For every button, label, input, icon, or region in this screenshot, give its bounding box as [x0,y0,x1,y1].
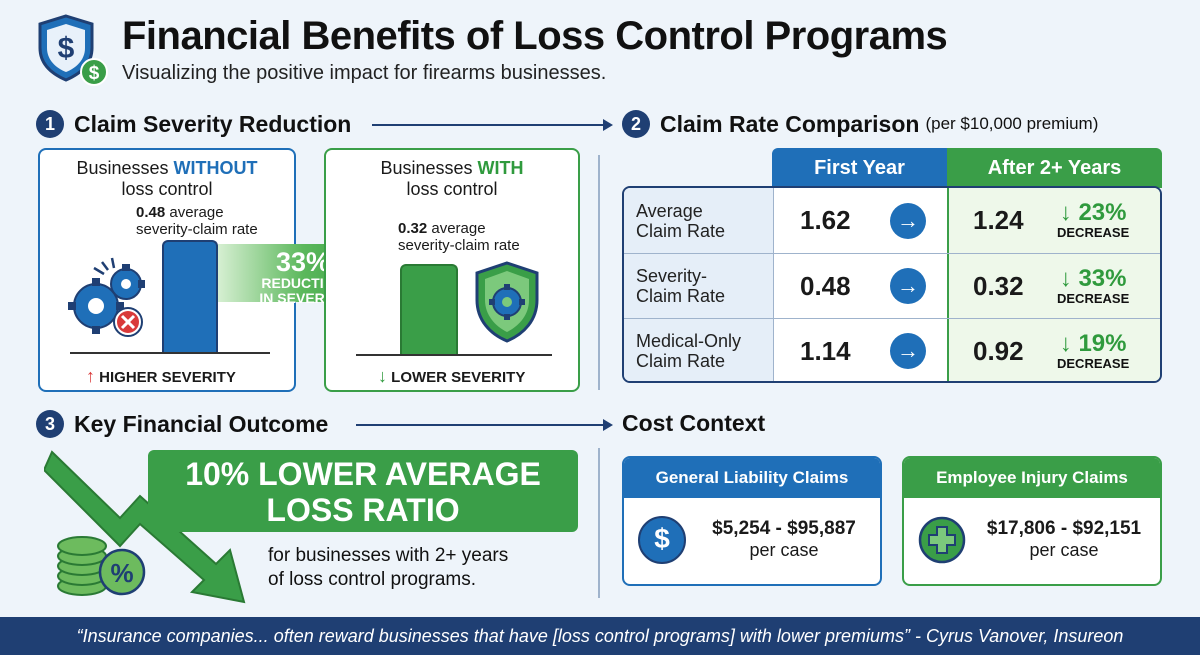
with-loss-control-panel: Businesses WITH loss control 0.32 averag… [324,148,580,392]
row-after: 1.24 ↓ 23% DECREASE [949,188,1160,253]
col-header-first-year: First Year [772,148,947,188]
shield-dollar-icon: $ $ [34,12,110,88]
col-after-label: After 2+ Years [987,157,1122,179]
down-arrow-icon: ↓ [378,366,387,386]
general-liability-range: $5,254 - $95,887 [712,518,856,539]
up-arrow-icon: ↑ [86,366,95,386]
with-heading-suffix: loss control [406,179,498,199]
without-value: 0.48 [136,204,166,221]
row-first-year: 1.14 → [774,319,949,381]
employee-injury-range: $17,806 - $92,151 [986,518,1142,539]
with-footer: ↓ LOWER SEVERITY [378,366,525,387]
outcome-banner: 10% LOWER AVERAGE LOSS RATIO [148,450,578,532]
row-first-year: 1.62 → [774,188,949,253]
without-heading-suffix: loss control [121,179,213,199]
row-label: Severity- Claim Rate [624,254,774,318]
col-header-after: After 2+ Years [947,148,1162,188]
section1-header: 1 Claim Severity Reduction [36,110,351,138]
down-arrow-icon: ↓ [1059,264,1072,292]
reduction-pct: 33% [275,247,331,277]
quote-footer: “Insurance companies... often reward bus… [0,617,1200,655]
section2-title-note: (per $10,000 premium) [925,114,1099,133]
with-heading-emphasis: WITH [477,158,524,178]
broken-gears-icon [64,254,154,346]
with-value-text2: severity-claim rate [398,237,520,254]
with-heading-prefix: Businesses [380,158,478,178]
down-arrow-icon: ↓ [1059,199,1072,226]
coins-percent-icon: % [52,520,148,600]
without-value-text2: severity-claim rate [136,221,258,238]
outcome-desc-line1: for businesses with 2+ years [268,545,509,566]
page-subtitle: Visualizing the positive impact for fire… [122,62,607,84]
without-bar [162,240,218,352]
with-baseline [356,354,552,356]
right-arrow-icon: → [890,202,926,239]
vertical-divider [598,155,600,390]
without-footer: ↑ HIGHER SEVERITY [86,366,236,387]
outcome-description: for businesses with 2+ years of loss con… [268,544,508,592]
col-first-label: First Year [814,157,905,179]
medical-cross-icon [918,516,966,564]
connector-line-2 [356,424,604,426]
row-after: 0.32 ↓ 33% DECREASE [949,254,1160,318]
with-bar [400,264,458,354]
section3-title: Key Financial Outcome [74,410,329,437]
without-heading-emphasis: WITHOUT [173,158,258,178]
employee-injury-title: Employee Injury Claims [904,458,1160,498]
outcome-banner-line2: LOSS RATIO [266,492,460,528]
svg-text:%: % [110,558,133,588]
with-footer-text: LOWER SEVERITY [391,369,526,386]
row-label: Medical-Only Claim Rate [624,319,774,381]
with-value-text: average [427,220,486,237]
svg-text:$: $ [58,32,75,65]
section3-number: 3 [36,410,64,438]
section1-number: 1 [36,110,64,138]
vertical-divider-bottom [598,448,600,598]
connector-arrowhead-2 [603,419,613,431]
row-after: 0.92 ↓ 19% DECREASE [949,319,1160,381]
table-row: Medical-Only Claim Rate 1.14 → 0.92 ↓ 19% D… [624,318,1160,381]
section2-number: 2 [622,110,650,138]
table-row: Severity- Claim Rate 0.48 → 0.32 ↓ 33% DECR… [624,253,1160,318]
general-liability-title: General Liability Claims [624,458,880,498]
employee-injury-unit: per case [1029,540,1099,560]
section2-title: Claim Rate Comparison [660,110,920,137]
section2-header: 2 Claim Rate Comparison (per $10,000 pre… [622,110,1098,138]
connector-line [372,124,604,126]
page-title: Financial Benefits of Loss Control Progr… [122,14,948,58]
row-first-year: 0.48 → [774,254,949,318]
section1-title: Claim Severity Reduction [74,110,352,137]
right-arrow-icon: → [890,268,926,304]
without-value-text: average [165,204,224,221]
svg-text:$: $ [89,63,100,84]
employee-injury-card: Employee Injury Claims $17,806 - $92,151… [902,456,1162,586]
without-heading-prefix: Businesses [76,158,174,178]
outcome-desc-line2: of loss control programs. [268,569,477,590]
cost-context-title: Cost Context [622,410,766,436]
without-footer-text: HIGHER SEVERITY [99,369,236,386]
declining-trend-arrow-icon [42,446,264,606]
outcome-banner-line1: 10% LOWER AVERAGE [185,456,541,492]
cost-context-header: Cost Context [622,410,765,437]
right-arrow-icon: → [890,333,926,369]
claim-rate-table: Average Claim Rate 1.62 → 1.24 ↓ 23% DECREA… [622,186,1162,383]
section3-header: 3 Key Financial Outcome [36,410,328,438]
general-liability-card: General Liability Claims $ $5,254 - $95,… [622,456,882,586]
with-value: 0.32 [398,220,428,237]
without-baseline [70,352,270,354]
table-row: Average Claim Rate 1.62 → 1.24 ↓ 23% DECREA… [624,188,1160,253]
row-label: Average Claim Rate [624,188,774,253]
general-liability-unit: per case [749,540,819,560]
shield-gear-icon [472,260,542,344]
down-arrow-icon: ↓ [1059,329,1072,357]
reduction-line1: REDUCTION [261,275,345,291]
connector-arrowhead [603,119,613,131]
dollar-circle-icon: $ [638,516,686,564]
